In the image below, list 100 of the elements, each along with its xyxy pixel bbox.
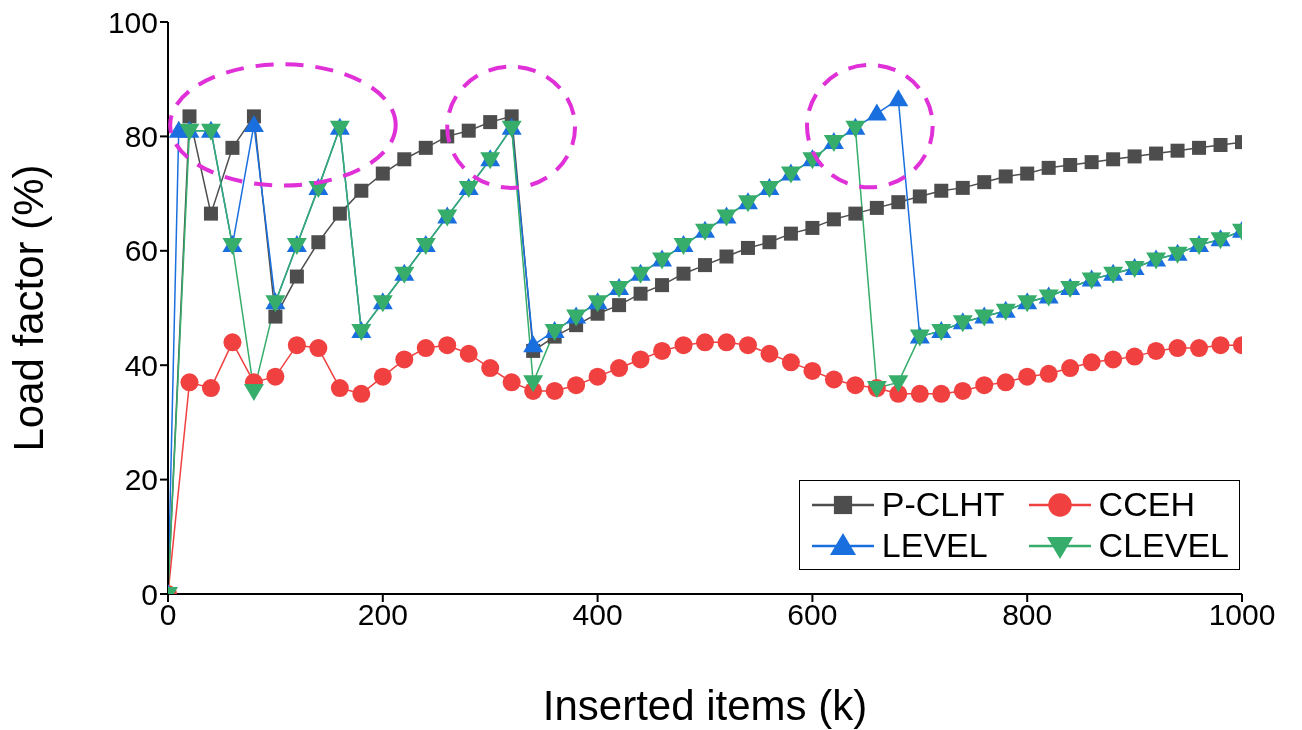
point (932, 384, 951, 403)
point (805, 220, 820, 235)
point (243, 114, 264, 132)
point (1039, 364, 1058, 383)
point (1127, 149, 1142, 164)
point (182, 109, 197, 124)
point (633, 286, 648, 301)
point (1104, 350, 1123, 369)
x-tick-label: 200 (357, 598, 408, 632)
legend-label: P-CLHT (881, 485, 1005, 524)
point (738, 336, 757, 355)
point (846, 376, 865, 395)
point (502, 373, 521, 392)
point (1170, 143, 1185, 158)
point (655, 278, 670, 293)
point (1168, 339, 1187, 358)
point (418, 140, 433, 155)
point (481, 359, 500, 378)
point (674, 336, 693, 355)
point (309, 339, 328, 358)
point (740, 240, 755, 255)
point (866, 103, 887, 121)
point (760, 344, 779, 363)
x-tick-label: 600 (787, 598, 838, 632)
point (824, 370, 843, 389)
point (719, 249, 734, 264)
point (373, 367, 392, 386)
point (1063, 158, 1078, 172)
y-tick-label: 80 (124, 120, 158, 154)
point (977, 175, 992, 190)
point (1061, 359, 1080, 378)
point (483, 115, 498, 130)
point (826, 212, 841, 227)
y-tick-label: 20 (124, 463, 158, 497)
point (1147, 341, 1166, 360)
point (781, 353, 800, 372)
point (1213, 137, 1228, 152)
point (1106, 152, 1121, 167)
point (888, 375, 909, 393)
point (996, 373, 1015, 392)
x-axis-title: Inserted items (k) (542, 682, 868, 729)
point (955, 180, 970, 195)
point (180, 373, 199, 392)
point (459, 344, 478, 363)
point (612, 298, 627, 313)
point (1041, 160, 1056, 175)
point (438, 336, 457, 355)
y-axis-title: Load factor (%) (4, 164, 52, 452)
y-tick-label: 60 (124, 234, 158, 268)
point (762, 235, 777, 250)
point (888, 89, 909, 107)
point (891, 195, 906, 210)
point (395, 350, 414, 369)
point (461, 123, 476, 138)
point (545, 381, 564, 400)
point (588, 367, 607, 386)
y-tick-label: 40 (124, 348, 158, 382)
x-tick-label: 800 (1002, 598, 1053, 632)
point (631, 350, 650, 369)
point (869, 200, 884, 215)
point (1149, 146, 1164, 161)
point (783, 226, 798, 241)
y-tick-label: 100 (107, 5, 158, 39)
point (1084, 155, 1099, 170)
point (266, 367, 285, 386)
point (912, 189, 927, 204)
point (243, 383, 264, 401)
point (268, 309, 283, 324)
point (848, 206, 863, 221)
point (803, 361, 822, 380)
point (287, 336, 306, 355)
point (1018, 367, 1037, 386)
point (567, 376, 586, 395)
point (332, 206, 347, 221)
point (203, 206, 218, 221)
point (676, 266, 691, 281)
y-tick-label: 0 (141, 577, 158, 611)
point (523, 375, 544, 393)
legend-label: CLEVEL (1098, 526, 1229, 565)
point (225, 140, 240, 155)
point (717, 333, 736, 352)
point (523, 335, 544, 353)
point (397, 152, 412, 167)
point (910, 384, 929, 403)
point (975, 376, 994, 395)
point (698, 258, 712, 273)
point (416, 339, 435, 358)
point (610, 359, 629, 378)
x-tick-label: 1000 (1208, 598, 1276, 632)
point (311, 235, 326, 250)
point (1125, 347, 1144, 366)
legend-label: LEVEL (881, 526, 988, 565)
point (375, 166, 390, 181)
point (1211, 336, 1230, 355)
point (1190, 339, 1209, 358)
point (696, 333, 714, 352)
point (352, 384, 371, 403)
point (653, 341, 672, 360)
point (330, 379, 349, 398)
point (223, 333, 242, 352)
